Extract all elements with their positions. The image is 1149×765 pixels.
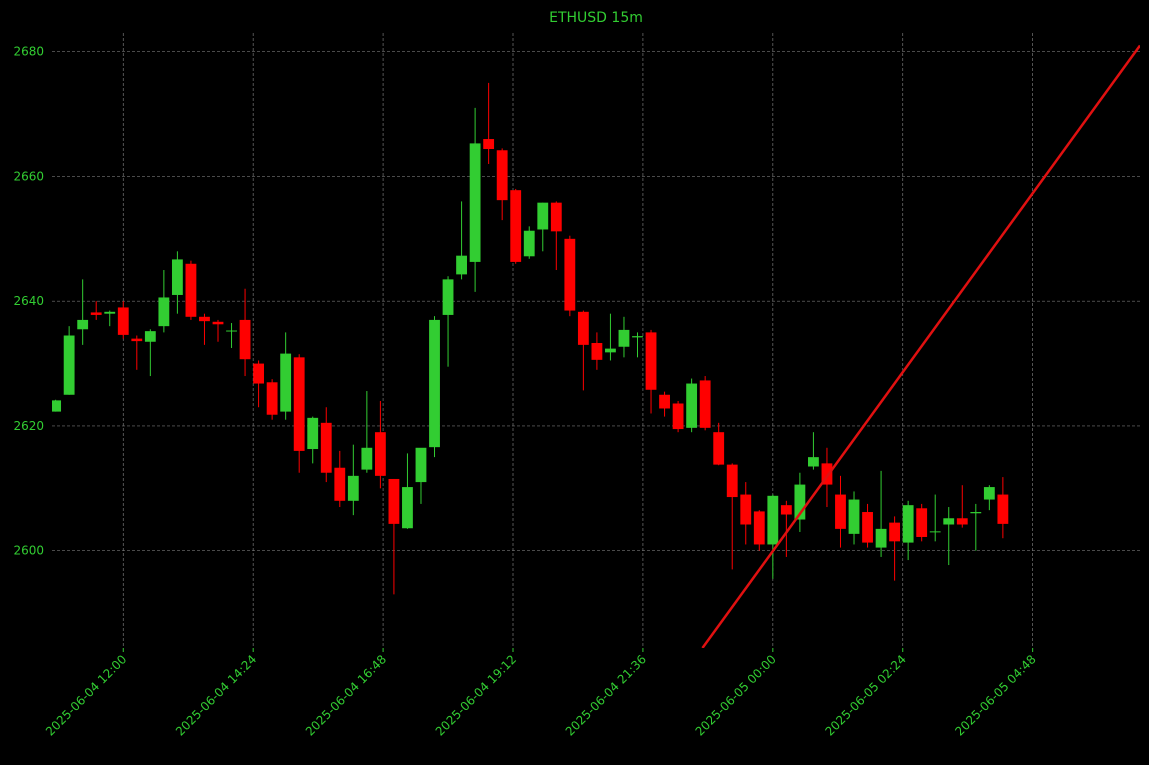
candle-body — [835, 494, 846, 529]
candle-body — [970, 512, 982, 514]
candle-body — [659, 394, 670, 409]
candle-body — [361, 447, 373, 470]
candle-body — [320, 422, 332, 473]
trendline — [701, 44, 1140, 648]
candle-body — [767, 495, 779, 545]
candle-body — [456, 255, 467, 275]
candle-body — [808, 457, 819, 467]
candle-body — [104, 311, 116, 314]
candle-body — [442, 279, 454, 315]
candle-body — [956, 518, 968, 525]
candle-body — [117, 307, 129, 335]
candle-body — [713, 432, 725, 465]
candle-body — [226, 330, 237, 332]
candle-body — [185, 263, 197, 317]
candle-body — [902, 505, 914, 543]
candle-body — [848, 499, 860, 534]
candle-body — [52, 400, 62, 412]
candle-body — [605, 348, 616, 353]
candle-body — [415, 447, 427, 483]
candle-body — [212, 321, 224, 325]
y-tick-label: 2640 — [13, 294, 44, 308]
candle-body — [280, 353, 292, 412]
candle-body — [199, 316, 210, 322]
candle-body — [266, 382, 278, 415]
y-tick-label: 2660 — [13, 169, 44, 183]
candle-body — [821, 463, 833, 485]
candle-body — [131, 338, 143, 342]
candle-body — [699, 380, 711, 428]
candle-body — [429, 319, 440, 448]
candle-body — [591, 342, 603, 360]
candle-body — [77, 319, 89, 330]
candle-body — [550, 202, 562, 232]
candle-body — [144, 331, 156, 342]
candle-body — [496, 150, 508, 201]
candle-body — [794, 484, 806, 520]
candle-body — [158, 297, 170, 327]
candle-body — [780, 505, 792, 515]
candle-body — [347, 475, 359, 501]
y-tick-label: 2680 — [13, 45, 44, 59]
candle-body — [686, 383, 698, 428]
candle-body — [726, 464, 738, 498]
candle-body — [929, 531, 941, 533]
x-tick-label: 2025-06-04 19:12 — [433, 652, 519, 738]
candle-body — [983, 487, 995, 500]
candle-body — [862, 512, 873, 543]
candle-body — [672, 403, 684, 430]
candle-body — [388, 478, 400, 524]
y-tick-label: 2620 — [13, 419, 44, 433]
candle-body — [875, 528, 887, 548]
candle-body — [293, 357, 305, 451]
candle-body — [632, 336, 643, 338]
candle-body — [523, 230, 535, 257]
candle-body — [239, 319, 251, 360]
candle-body — [253, 363, 265, 384]
candle-body — [469, 143, 481, 262]
x-tick-label: 2025-06-04 16:48 — [303, 652, 389, 738]
candle-body — [483, 139, 495, 150]
candle-body — [402, 487, 413, 529]
plot-area — [52, 44, 1140, 648]
candle-body — [564, 238, 576, 311]
candle-body — [537, 202, 549, 230]
candle-body — [90, 312, 102, 315]
candle-body — [374, 432, 386, 476]
candle-body — [645, 332, 657, 390]
x-tick-label: 2025-06-05 00:00 — [693, 652, 779, 738]
x-tick-label: 2025-06-05 02:24 — [822, 652, 908, 738]
x-tick-label: 2025-06-04 12:00 — [43, 652, 129, 738]
candle-body — [171, 259, 183, 295]
x-tick-label: 2025-06-04 21:36 — [563, 652, 649, 738]
candle-body — [997, 494, 1009, 524]
candle-body — [889, 522, 901, 542]
y-tick-label: 2600 — [13, 544, 44, 558]
candle-body — [740, 494, 752, 525]
candle-body — [63, 335, 75, 395]
x-tick-label: 2025-06-04 14:24 — [173, 652, 259, 738]
candle-body — [916, 508, 928, 537]
candle-body — [577, 311, 589, 345]
candle-body — [753, 511, 765, 545]
x-tick-label: 2025-06-05 04:48 — [952, 652, 1038, 738]
candle-body — [618, 329, 630, 347]
candle-body — [334, 467, 346, 501]
chart-title: ETHUSD 15m — [549, 10, 643, 26]
candle-body — [307, 417, 319, 450]
candle-body — [510, 190, 522, 262]
candle-body — [943, 518, 955, 525]
